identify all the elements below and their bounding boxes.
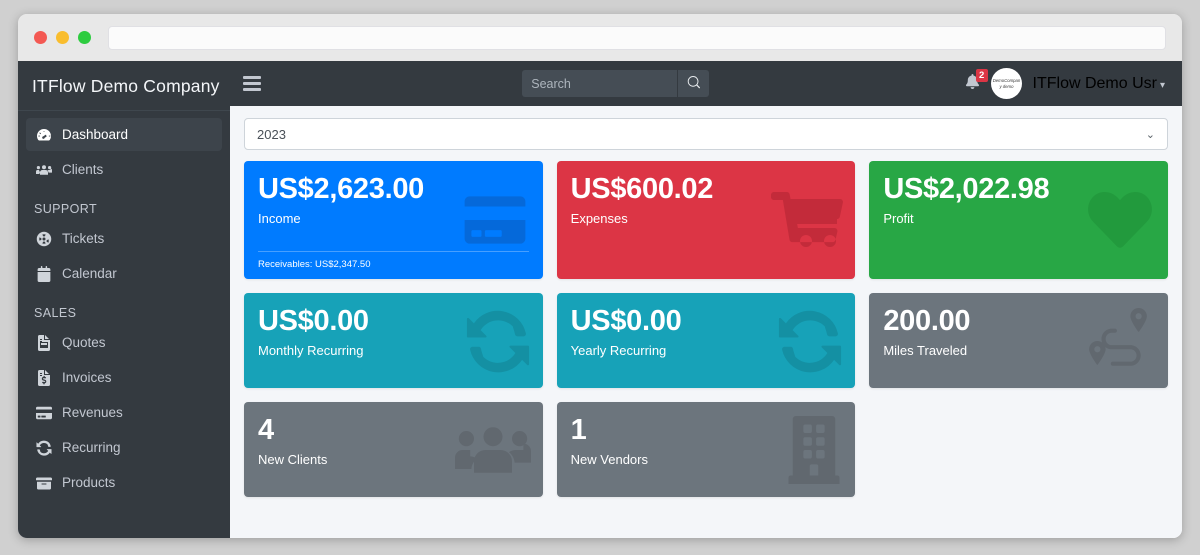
life-ring-icon: [34, 229, 53, 248]
box-icon: [34, 473, 53, 492]
sidebar-item-label: Calendar: [62, 266, 117, 281]
search-icon: [687, 75, 701, 92]
empty-grid-cell: [869, 402, 1168, 497]
hamburger-icon[interactable]: [243, 76, 261, 91]
chevron-down-icon: ▾: [1159, 79, 1166, 91]
maximize-window-button[interactable]: [78, 31, 91, 44]
stat-label: Profit: [883, 211, 914, 227]
stat-label: Income: [258, 211, 301, 227]
search-input[interactable]: [522, 70, 678, 97]
stat-label: New Vendors: [570, 452, 648, 468]
sidebar-item-label: Quotes: [62, 335, 106, 350]
minimize-window-button[interactable]: [56, 31, 69, 44]
sidebar-section-support: SUPPORT: [34, 202, 97, 216]
credit-card-icon: [459, 193, 531, 247]
user-menu[interactable]: ITFlow Demo Usr ▾: [1033, 75, 1165, 93]
stat-card-new-vendors[interactable]: 1 New Vendors: [556, 402, 856, 497]
search-button[interactable]: [677, 70, 710, 97]
browser-titlebar: [18, 14, 1182, 61]
sidebar-item-label: Recurring: [62, 440, 121, 455]
stat-label: Miles Traveled: [883, 343, 968, 359]
shopping-cart-icon: [771, 187, 844, 253]
sync-icon: [465, 308, 531, 374]
sidebar-item-label: Clients: [62, 162, 104, 177]
sidebar-nav: Dashboard Clients SUPPORT Tickets: [18, 111, 230, 499]
bell-icon: [965, 73, 980, 94]
sidebar-item-recurring[interactable]: Recurring: [26, 431, 222, 464]
avatar[interactable]: DemoCompany demo: [990, 68, 1022, 99]
app-viewport: ITFlow Demo Company Dashboard Clients SU…: [18, 61, 1182, 538]
stat-card-income[interactable]: US$2,623.00 Income Receivables: US$2,347…: [244, 161, 543, 279]
notifications-button[interactable]: 2: [965, 68, 988, 94]
year-select[interactable]: 2023 ⌄: [244, 118, 1168, 150]
stat-card-miles-traveled[interactable]: 200.00 Miles Traveled: [869, 293, 1168, 388]
sync-icon: [34, 438, 53, 457]
sidebar-item-label: Revenues: [62, 405, 123, 420]
sidebar-item-label: Tickets: [62, 231, 105, 246]
stat-card-expenses[interactable]: US$600.02 Expenses: [556, 161, 856, 279]
sidebar-item-invoices[interactable]: Invoices: [26, 361, 222, 394]
sidebar-item-tickets[interactable]: Tickets: [26, 222, 222, 255]
sidebar-item-label: Dashboard: [62, 127, 129, 142]
content-area: 2023 ⌄ US$2,623.00 Income Receivables: U…: [230, 106, 1182, 538]
stat-value: US$0.00: [570, 305, 682, 337]
window-controls: [34, 31, 91, 44]
sidebar-item-dashboard[interactable]: Dashboard: [26, 118, 222, 151]
file-invoice-dollar-icon: [34, 368, 53, 387]
top-navbar: 2 DemoCompany demo ITFlow Demo Usr▾: [230, 61, 1182, 106]
stat-value: US$600.02: [570, 173, 714, 205]
stat-label: Monthly Recurring: [258, 343, 364, 359]
calendar-icon: [34, 264, 53, 283]
notification-badge: 2: [975, 68, 988, 82]
sync-icon: [777, 308, 843, 374]
building-icon: [785, 415, 843, 484]
receivables-note: Receivables: US$2,347.50: [258, 259, 371, 270]
credit-card-icon: [34, 403, 53, 422]
sidebar-item-products[interactable]: Products: [26, 466, 222, 499]
stat-value: 200.00: [883, 305, 971, 337]
sidebar-item-clients[interactable]: Clients: [26, 153, 222, 186]
stat-card-row-1: US$2,623.00 Income Receivables: US$2,347…: [244, 161, 1168, 279]
stat-label: Expenses: [570, 211, 628, 227]
stat-label: Yearly Recurring: [570, 343, 667, 359]
navbar-right: 2 DemoCompany demo ITFlow Demo Usr ▾: [965, 68, 1165, 99]
search-box: [522, 70, 710, 97]
main-area: 2 DemoCompany demo ITFlow Demo Usr▾ 2023…: [230, 61, 1182, 538]
sidebar: ITFlow Demo Company Dashboard Clients SU…: [18, 61, 230, 538]
stat-value: US$2,623.00: [258, 173, 424, 205]
heart-icon: [1084, 188, 1156, 252]
sidebar-item-calendar[interactable]: Calendar: [26, 257, 222, 290]
file-invoice-icon: [34, 333, 53, 352]
stat-label: New Clients: [258, 452, 328, 468]
brand-title[interactable]: ITFlow Demo Company: [18, 61, 230, 111]
sidebar-item-quotes[interactable]: Quotes: [26, 326, 222, 359]
close-window-button[interactable]: [34, 31, 47, 44]
year-select-value: 2023: [257, 126, 286, 142]
stat-card-monthly-recurring[interactable]: US$0.00 Monthly Recurring: [244, 293, 543, 388]
stat-card-row-2: US$0.00 Monthly Recurring US$0.00 Yearly…: [244, 293, 1168, 388]
sidebar-item-revenues[interactable]: Revenues: [26, 396, 222, 429]
stat-value: US$2,022.98: [883, 173, 1050, 205]
stat-value: 1: [570, 414, 587, 446]
gauge-icon: [34, 125, 53, 144]
users-icon: [454, 419, 531, 481]
chevron-down-icon: ⌄: [1145, 128, 1155, 141]
user-name-label: ITFlow Demo Usr: [1032, 74, 1157, 92]
avatar-label: DemoCompany demo: [992, 78, 1020, 89]
stat-card-profit[interactable]: US$2,022.98 Profit: [869, 161, 1168, 279]
address-bar[interactable]: [108, 25, 1166, 50]
stat-value: 4: [258, 414, 274, 446]
stat-card-yearly-recurring[interactable]: US$0.00 Yearly Recurring: [556, 293, 856, 388]
stat-card-new-clients[interactable]: 4 New Clients: [244, 402, 543, 497]
sidebar-item-label: Products: [62, 475, 116, 490]
users-icon: [34, 160, 53, 179]
sidebar-section-sales: SALES: [34, 306, 77, 320]
route-icon: [1080, 307, 1156, 374]
stat-card-row-3: 4 New Clients 1 New Vendors: [244, 402, 1168, 497]
sidebar-item-label: Invoices: [62, 370, 112, 385]
stat-value: US$0.00: [258, 305, 369, 337]
browser-window: ITFlow Demo Company Dashboard Clients SU…: [18, 14, 1182, 538]
card-divider: [258, 251, 529, 252]
